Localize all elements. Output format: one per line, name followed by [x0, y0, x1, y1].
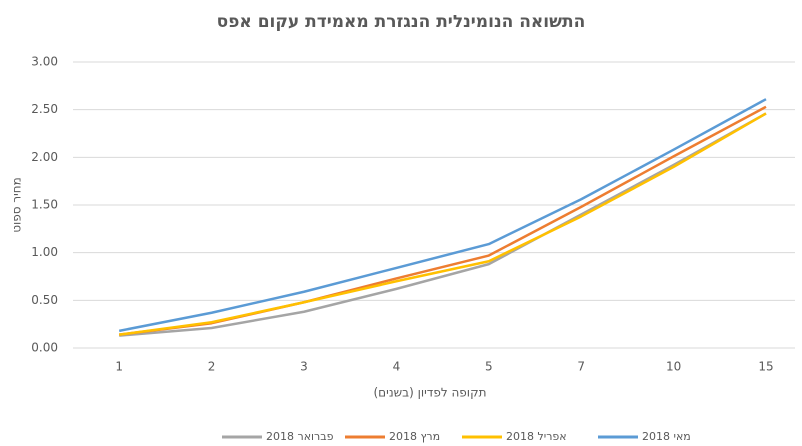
x-tick-label: 7: [577, 360, 585, 374]
y-tick-label: 2.50: [31, 102, 58, 116]
x-tick-label: 3: [300, 360, 308, 374]
series-line: [118, 98, 767, 333]
legend-label: מרץ 2018: [389, 430, 440, 443]
y-tick-label: 0.50: [31, 293, 58, 307]
legend-label: אפריל 2018: [506, 430, 567, 443]
y-tick-label: 1.00: [31, 245, 58, 259]
y-tick-label: 3.00: [31, 55, 58, 69]
y-axis-title: מחיר ספוט: [10, 177, 24, 233]
series-line: [119, 112, 767, 336]
x-tick-label: 1: [115, 360, 123, 374]
x-tick-label: 2: [208, 360, 216, 374]
x-tick-label: 10: [666, 360, 681, 374]
x-tick-label: 4: [393, 360, 401, 374]
legend-label: פברואר 2018: [266, 430, 334, 443]
x-axis-title: תקופה לפדיון (בשנים): [374, 386, 487, 400]
series-line: [119, 112, 767, 337]
chart-title: התשואה הנומינלית הנגזרת מאמידת עקום אפס: [217, 12, 586, 32]
y-tick-label: 0.00: [31, 341, 58, 355]
y-tick-label: 1.50: [31, 198, 58, 212]
y-tick-label: 2.00: [31, 150, 58, 164]
x-tick-label: 15: [758, 360, 773, 374]
legend-label: מאי 2018: [642, 430, 691, 443]
x-tick-label: 5: [485, 360, 493, 374]
